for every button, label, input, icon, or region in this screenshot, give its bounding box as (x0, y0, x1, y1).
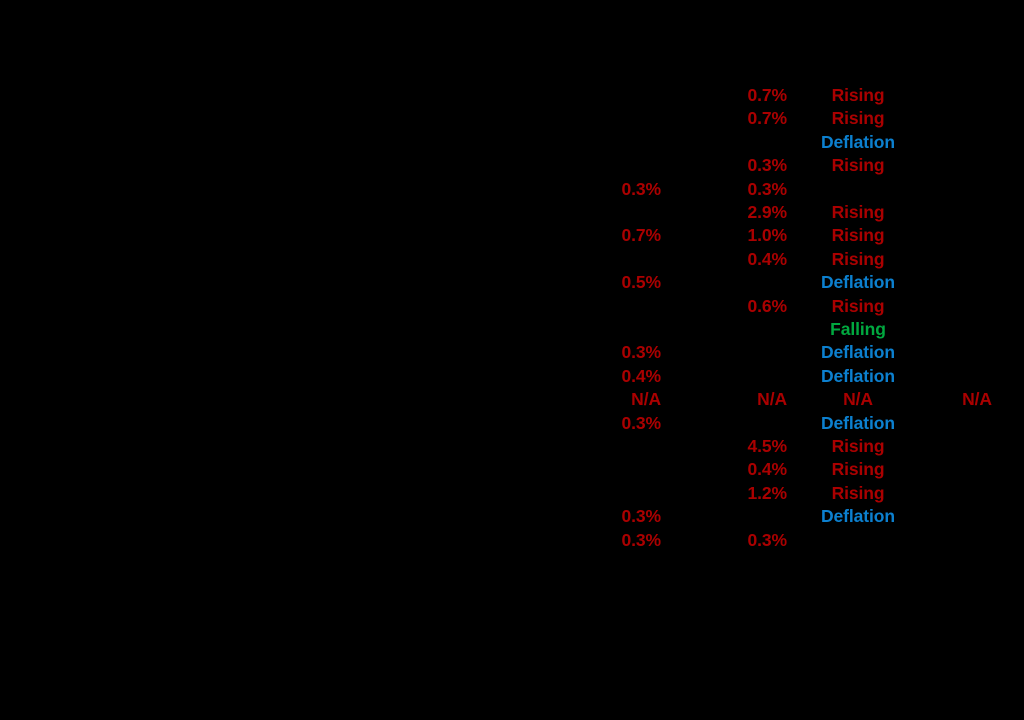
status-badge: Falling (830, 319, 886, 339)
cell-value-1: 0.5% (621, 272, 662, 293)
table-row[interactable]: 0.3% Deflation (0, 341, 1024, 364)
status-badge: N/A (843, 389, 873, 410)
table-row[interactable]: 0.7% Rising (0, 107, 1024, 130)
cell-value-2: 0.7% (747, 85, 788, 105)
table-row[interactable]: 2.9% Rising (0, 201, 1024, 224)
cell-value-1: 0.3% (621, 178, 662, 199)
table-row[interactable]: 0.3% 0.3% (0, 529, 1024, 552)
table-row[interactable]: 0.4% Deflation (0, 365, 1024, 388)
cell-value-2: N/A (757, 389, 787, 410)
status-badge: Rising (831, 155, 885, 176)
table-row[interactable]: 0.6% Rising (0, 295, 1024, 318)
status-badge: Deflation (821, 272, 895, 293)
table-row[interactable]: 0.7% Rising (0, 84, 1024, 107)
status-badge: Rising (831, 482, 885, 503)
cell-value-2: 0.7% (747, 108, 788, 129)
cell-value-1: 0.3% (621, 506, 662, 527)
status-badge: Rising (831, 436, 885, 456)
cell-value-1: 0.3% (621, 412, 662, 433)
table-row[interactable]: 0.7% 1.0% Rising (0, 224, 1024, 247)
cell-value-1: N/A (631, 389, 661, 410)
cell-value-4: N/A (962, 389, 992, 410)
status-badge: Deflation (821, 342, 895, 363)
cell-value-2: 0.3% (747, 529, 788, 550)
status-badge: Deflation (821, 506, 895, 527)
status-badge: Rising (831, 85, 885, 105)
status-badge: Rising (831, 225, 885, 246)
status-badge: Rising (831, 459, 885, 480)
status-badge: Rising (831, 248, 885, 269)
table-row[interactable]: 0.3% Deflation (0, 505, 1024, 528)
status-badge: Deflation (821, 365, 895, 386)
table-row[interactable]: Falling (0, 318, 1024, 341)
cell-value-2: 1.0% (747, 225, 788, 246)
cell-value-2: 1.2% (747, 482, 788, 503)
status-badge: Deflation (821, 131, 895, 152)
cell-value-2: 0.4% (747, 459, 788, 480)
table-row[interactable]: 4.5% Rising (0, 435, 1024, 458)
status-badge: Rising (831, 295, 885, 316)
table-row[interactable]: 0.4% Rising (0, 458, 1024, 481)
cell-value-2: 0.4% (747, 248, 788, 269)
cell-value-1: 0.3% (621, 342, 662, 363)
cell-value-1: 0.3% (621, 529, 662, 550)
table-row[interactable]: 0.3% Rising (0, 154, 1024, 177)
cell-value-2: 0.3% (747, 178, 788, 199)
cell-value-2: 2.9% (747, 202, 788, 222)
table-row[interactable]: N/A N/A N/A N/A (0, 388, 1024, 411)
status-badge: Rising (831, 202, 885, 222)
table-row[interactable]: 0.3% Deflation (0, 412, 1024, 435)
table-row[interactable]: Deflation (0, 131, 1024, 154)
table-row[interactable]: 0.3% 0.3% (0, 178, 1024, 201)
cell-value-1: 0.4% (621, 365, 662, 386)
table-row[interactable]: 0.5% Deflation (0, 271, 1024, 294)
table-row[interactable]: 0.4% Rising (0, 248, 1024, 271)
cell-value-1: 0.7% (621, 225, 662, 246)
status-badge: Rising (831, 108, 885, 129)
table-row[interactable]: 1.2% Rising (0, 482, 1024, 505)
status-badge: Deflation (821, 412, 895, 433)
cell-value-2: 0.6% (747, 295, 788, 316)
cell-value-2: 0.3% (747, 155, 788, 176)
cell-value-2: 4.5% (747, 436, 788, 456)
